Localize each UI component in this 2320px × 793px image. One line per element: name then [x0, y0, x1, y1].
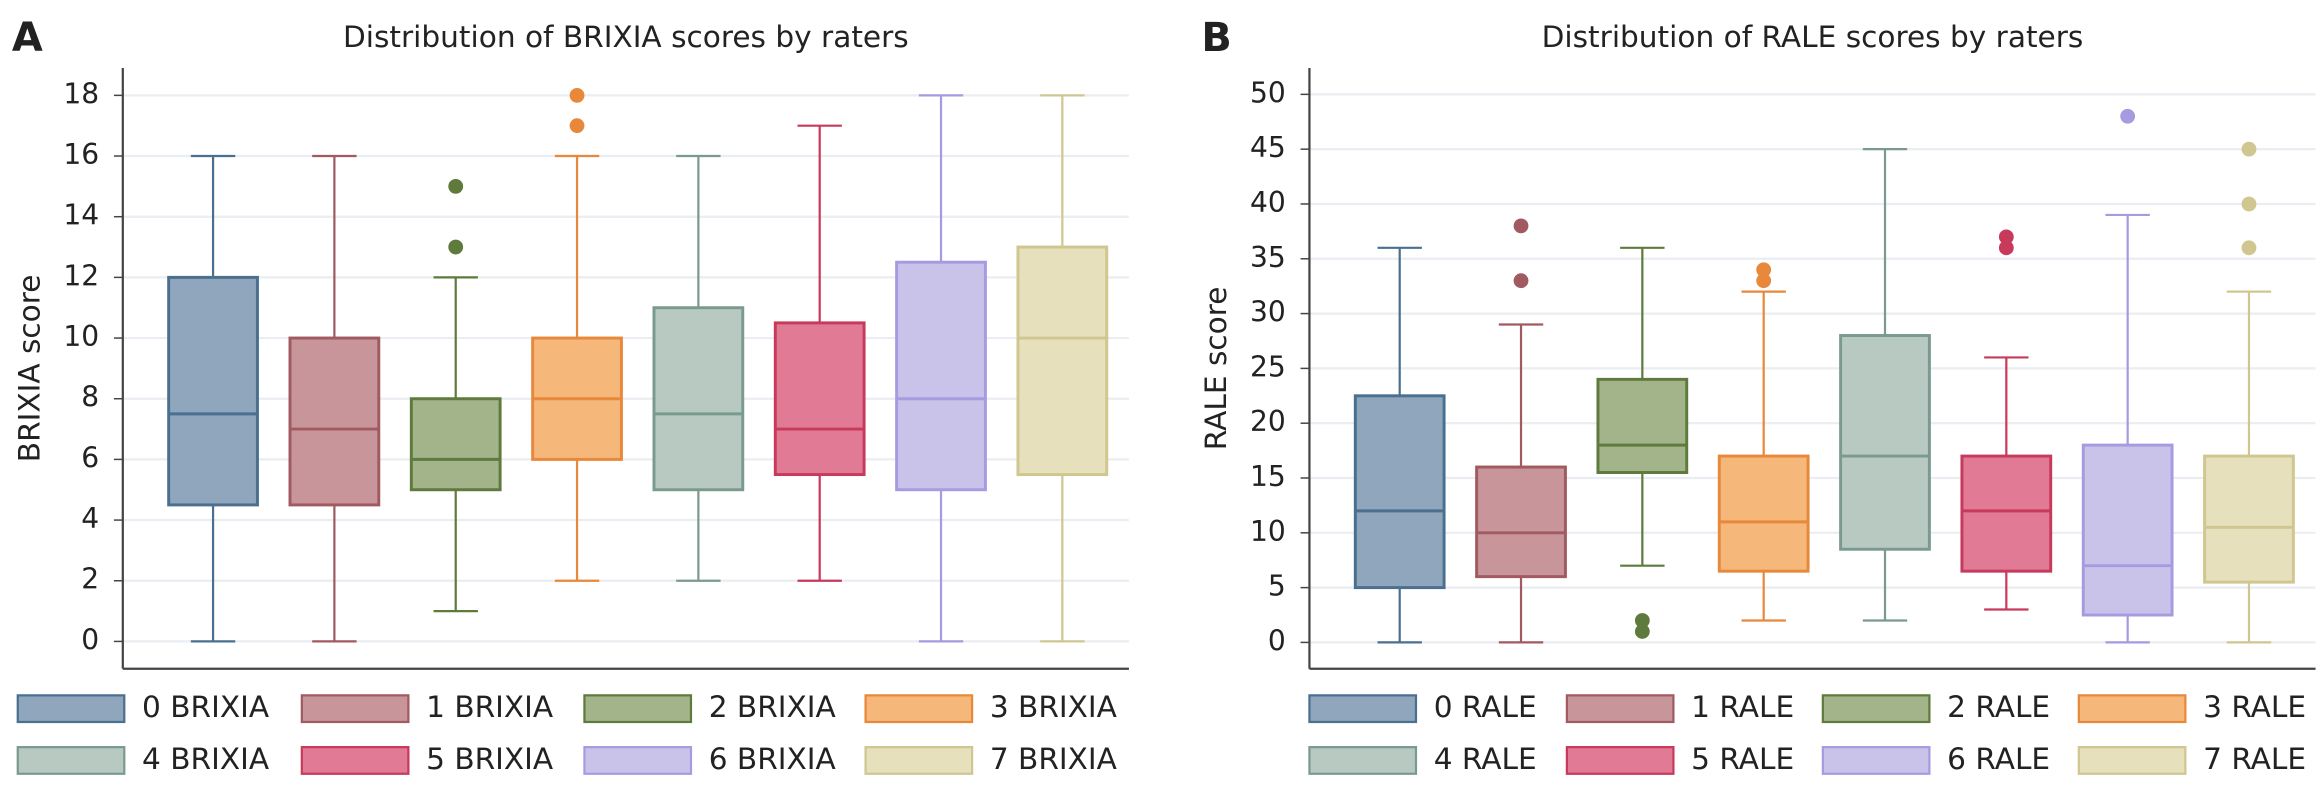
y-tick-label: 18 — [63, 77, 99, 110]
legend-swatch — [1565, 746, 1675, 775]
chart-title: Distribution of BRIXIA scores by raters — [343, 20, 909, 54]
box — [652, 306, 745, 492]
y-axis-label: BRIXIA score — [13, 275, 47, 463]
outlier — [569, 87, 585, 103]
legend-label: 2 RALE — [1947, 690, 2050, 724]
y-tick-label: 14 — [63, 199, 99, 232]
outlier — [1756, 262, 1772, 278]
legend-swatch — [16, 746, 126, 775]
y-tick-label: 8 — [81, 381, 99, 414]
y-tick-label: 4 — [81, 502, 99, 535]
y-tick-label: 50 — [1250, 76, 1286, 109]
outlier — [2241, 141, 2257, 157]
legend-label: 1 RALE — [1691, 690, 1794, 724]
outlier — [1998, 240, 2014, 256]
y-tick-label: 40 — [1250, 186, 1286, 219]
outlier — [2241, 240, 2257, 256]
legend-swatch — [1565, 694, 1675, 724]
legend-label: 7 RALE — [2203, 742, 2306, 776]
legend-swatch — [300, 694, 410, 724]
legend-label: 3 BRIXIA — [990, 690, 1117, 724]
panel-label: A — [12, 15, 43, 61]
legend-label: 0 RALE — [1434, 690, 1537, 724]
y-tick-label: 10 — [1250, 515, 1286, 548]
y-tick-label: 12 — [63, 259, 99, 292]
y-tick-label: 15 — [1250, 460, 1286, 493]
box — [1353, 394, 1446, 590]
outlier — [1756, 273, 1772, 289]
y-tick-label: 20 — [1250, 405, 1286, 438]
outlier — [1998, 229, 2014, 245]
box — [1717, 454, 1810, 573]
y-axis-label: RALE score — [1199, 287, 1233, 451]
legend-label: 5 RALE — [1691, 742, 1794, 776]
legend-swatch — [864, 746, 974, 775]
legend-swatch — [300, 746, 410, 775]
legend-label: 0 BRIXIA — [142, 690, 269, 724]
legend-label: 5 BRIXIA — [426, 742, 553, 776]
box — [1960, 454, 2053, 573]
y-tick-label: 35 — [1250, 241, 1286, 274]
y-tick-label: 30 — [1250, 296, 1286, 329]
legend-swatch — [1308, 694, 1418, 724]
legend-label: 6 RALE — [1947, 742, 2050, 776]
box — [2081, 443, 2174, 617]
legend-label: 2 BRIXIA — [709, 690, 836, 724]
y-tick-label: 25 — [1250, 350, 1286, 383]
legend-swatch — [1821, 694, 1931, 724]
y-tick-label: 16 — [63, 138, 99, 171]
box — [2203, 454, 2295, 584]
legend-swatch — [583, 746, 693, 775]
legend-swatch — [583, 694, 693, 724]
legend-label: 4 BRIXIA — [142, 742, 269, 776]
box — [1016, 245, 1109, 477]
outlier — [448, 239, 464, 255]
y-tick-label: 2 — [81, 563, 99, 596]
legend-swatch — [2077, 694, 2187, 724]
outlier — [1513, 218, 1529, 234]
legend-label: 1 BRIXIA — [426, 690, 553, 724]
legend-swatch — [864, 694, 974, 724]
box — [773, 321, 866, 477]
y-tick-label: 0 — [81, 623, 99, 656]
panel-label: B — [1201, 15, 1231, 61]
box — [1475, 465, 1567, 579]
outlier — [569, 118, 585, 134]
legend-swatch — [16, 694, 126, 724]
legend-swatch — [2077, 746, 2187, 775]
outlier — [1634, 613, 1650, 628]
y-tick-label: 45 — [1250, 131, 1286, 164]
y-tick-label: 5 — [1268, 570, 1286, 603]
box — [167, 275, 259, 507]
y-tick-label: 0 — [1268, 624, 1286, 657]
outlier — [448, 178, 464, 194]
outlier — [2241, 196, 2257, 212]
legend-label: 7 BRIXIA — [990, 742, 1117, 776]
outlier — [1513, 273, 1529, 289]
outlier — [1634, 624, 1650, 639]
legend-label: 4 RALE — [1434, 742, 1537, 776]
outlier — [2120, 108, 2136, 124]
chart-title: Distribution of RALE scores by raters — [1542, 20, 2084, 54]
legend-label: 3 RALE — [2203, 690, 2306, 724]
box — [1839, 334, 1931, 551]
y-tick-label: 10 — [63, 320, 99, 353]
box — [409, 397, 502, 492]
legend-label: 6 BRIXIA — [709, 742, 836, 776]
box — [895, 260, 987, 492]
box — [1596, 377, 1689, 474]
legend-swatch — [1821, 746, 1931, 775]
legend-swatch — [1308, 746, 1418, 775]
box — [288, 336, 381, 507]
y-tick-label: 6 — [81, 441, 99, 474]
